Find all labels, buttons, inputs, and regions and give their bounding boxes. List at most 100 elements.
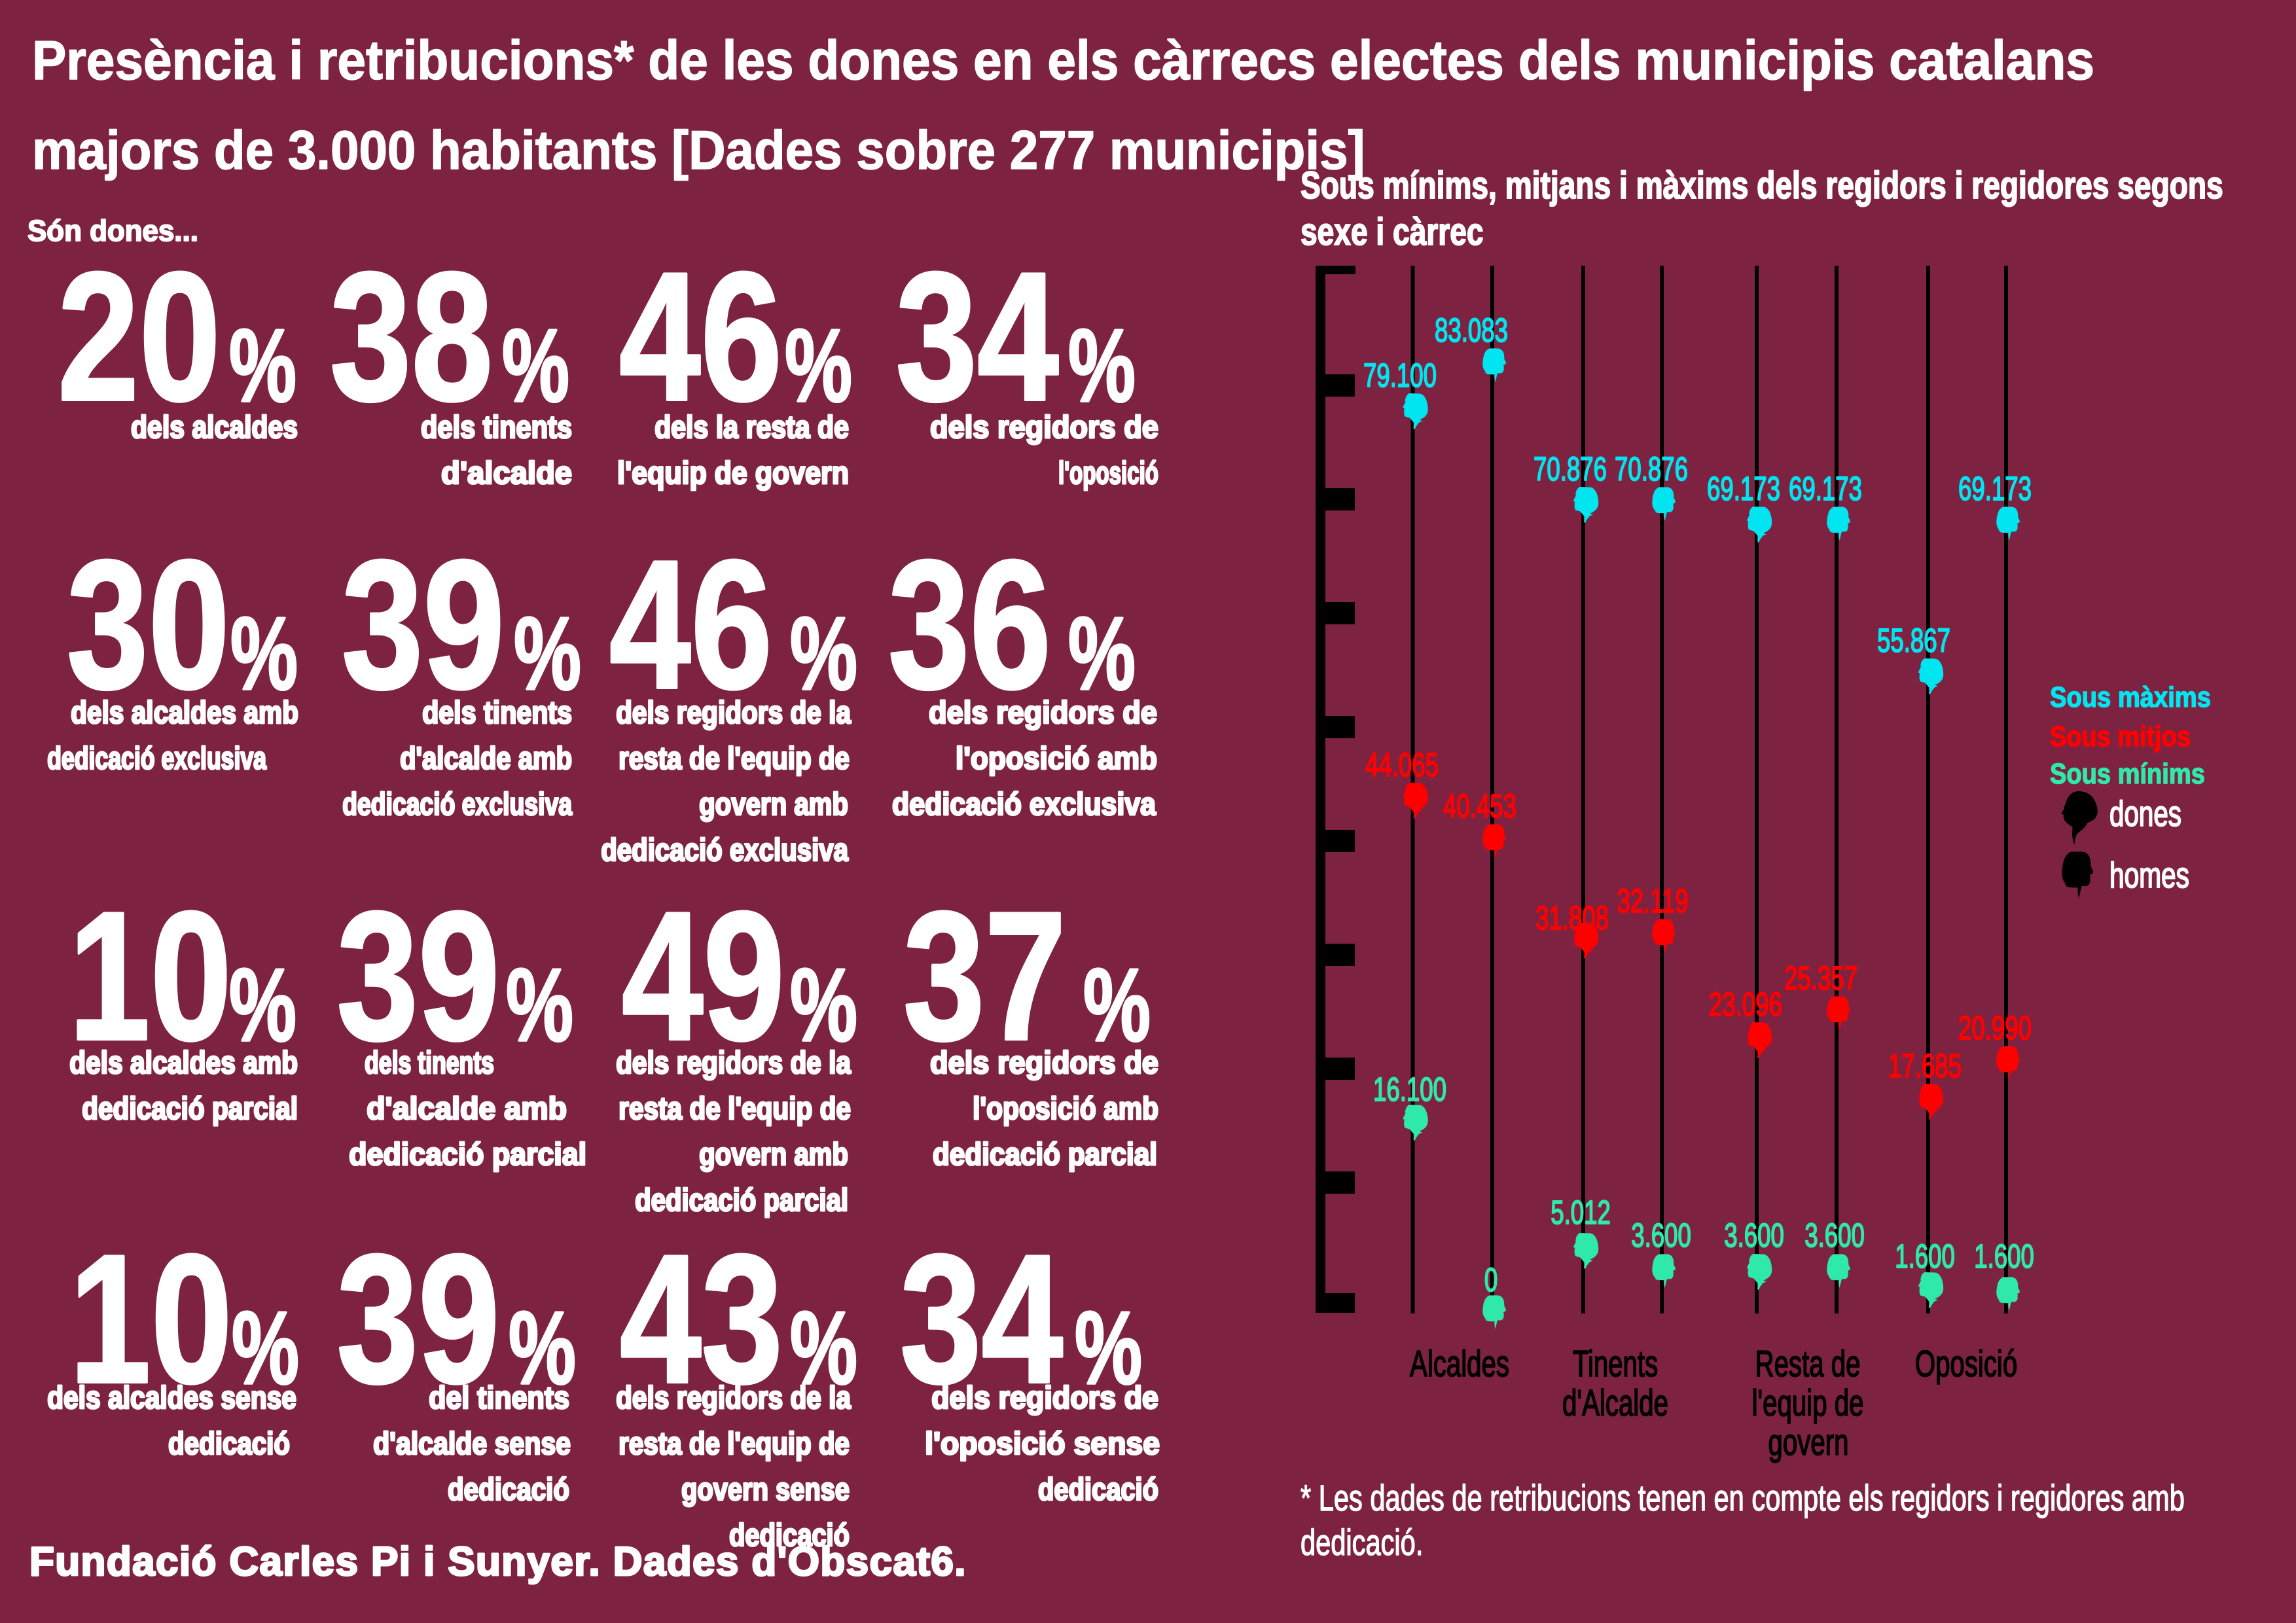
svg-text:%: % xyxy=(1068,597,1136,712)
svg-text:32.119: 32.119 xyxy=(1617,883,1688,919)
svg-text:dels alcaldes: dels alcaldes xyxy=(131,410,298,445)
svg-text:l'oposició amb: l'oposició amb xyxy=(956,740,1157,776)
svg-text:3.600: 3.600 xyxy=(1804,1217,1865,1254)
svg-text:83.083: 83.083 xyxy=(1435,312,1508,349)
svg-text:%: % xyxy=(790,948,857,1063)
svg-text:%: % xyxy=(790,1291,857,1406)
svg-text:Resta de: Resta de xyxy=(1755,1343,1861,1385)
svg-text:l'oposició: l'oposició xyxy=(1058,455,1158,491)
svg-text:dels regidors de la: dels regidors de la xyxy=(616,1381,851,1416)
svg-text:17.685: 17.685 xyxy=(1888,1048,1962,1084)
svg-text:16.100: 16.100 xyxy=(1373,1071,1446,1108)
svg-text:25.357: 25.357 xyxy=(1784,960,1857,997)
svg-text:sexe i càrrec: sexe i càrrec xyxy=(1300,211,1484,253)
svg-text:1.600: 1.600 xyxy=(1895,1238,1955,1275)
svg-text:%: % xyxy=(514,597,581,712)
svg-text:dels regidors de la: dels regidors de la xyxy=(616,696,851,730)
svg-text:l'equip de govern: l'equip de govern xyxy=(617,455,849,491)
svg-text:30: 30 xyxy=(67,522,230,727)
svg-text:dedicació exclusiva: dedicació exclusiva xyxy=(342,787,573,823)
svg-text:dedicació exclusiva: dedicació exclusiva xyxy=(601,833,848,868)
svg-text:Sous mínims, mitjans i màxims: Sous mínims, mitjans i màxims dels regid… xyxy=(1300,165,2223,207)
svg-text:%: % xyxy=(785,309,852,424)
svg-text:%: % xyxy=(1068,309,1136,424)
svg-text:homes: homes xyxy=(2109,855,2189,895)
svg-text:1.600: 1.600 xyxy=(1974,1238,2034,1275)
svg-text:govern amb: govern amb xyxy=(699,787,848,822)
svg-text:%: % xyxy=(1083,948,1151,1063)
svg-text:dels tinents: dels tinents xyxy=(365,1045,494,1080)
svg-text:69.173: 69.173 xyxy=(1789,471,1862,507)
svg-text:dedicació exclusiva: dedicació exclusiva xyxy=(892,787,1157,822)
svg-text:Sous mitjos: Sous mitjos xyxy=(2050,720,2191,752)
svg-text:%: % xyxy=(506,948,573,1063)
svg-text:40.453: 40.453 xyxy=(1443,788,1516,825)
svg-text:d'alcalde amb: d'alcalde amb xyxy=(400,741,572,776)
svg-text:34: 34 xyxy=(900,1216,1063,1421)
svg-text:55.867: 55.867 xyxy=(1877,622,1950,659)
svg-text:Alcaldes: Alcaldes xyxy=(1410,1343,1509,1385)
svg-text:23.096: 23.096 xyxy=(1709,986,1782,1023)
svg-text:dedicació parcial: dedicació parcial xyxy=(635,1183,848,1218)
svg-text:del tinents: del tinents xyxy=(429,1380,569,1416)
svg-text:0: 0 xyxy=(1484,1262,1498,1298)
svg-text:dedicació parcial: dedicació parcial xyxy=(82,1092,298,1126)
svg-text:43: 43 xyxy=(620,1216,783,1421)
svg-text:dedicació exclusiva: dedicació exclusiva xyxy=(47,741,266,776)
svg-text:dels regidors de: dels regidors de xyxy=(930,410,1158,445)
svg-text:govern sense: govern sense xyxy=(681,1472,850,1507)
svg-text:dels tinents: dels tinents xyxy=(422,696,572,730)
svg-text:5.012: 5.012 xyxy=(1551,1194,1611,1231)
svg-text:dels regidors de la: dels regidors de la xyxy=(616,1046,851,1080)
svg-text:dels regidors de: dels regidors de xyxy=(931,1380,1158,1416)
svg-text:%: % xyxy=(229,948,296,1063)
svg-text:Sous màxims: Sous màxims xyxy=(2050,681,2211,713)
svg-text:dones: dones xyxy=(2109,794,2181,834)
svg-text:44.065: 44.065 xyxy=(1365,747,1439,783)
svg-text:37: 37 xyxy=(903,873,1066,1079)
svg-text:38: 38 xyxy=(330,234,493,439)
svg-text:70.876: 70.876 xyxy=(1615,451,1688,488)
svg-text:resta de l'equip de: resta de l'equip de xyxy=(619,1427,850,1461)
svg-text:dedicació: dedicació xyxy=(729,1518,850,1553)
svg-text:dels regidors de: dels regidors de xyxy=(929,695,1157,730)
svg-text:Sous mínims: Sous mínims xyxy=(2050,757,2205,789)
svg-text:dedicació: dedicació xyxy=(1038,1472,1158,1507)
svg-text:dels regidors de: dels regidors de xyxy=(930,1045,1158,1080)
svg-text:70.876: 70.876 xyxy=(1534,451,1607,488)
svg-text:Oposició: Oposició xyxy=(1915,1343,2017,1385)
svg-text:79.100: 79.100 xyxy=(1363,357,1437,394)
svg-text:dedicació.: dedicació. xyxy=(1300,1522,1423,1563)
svg-text:Tinents: Tinents xyxy=(1573,1343,1658,1385)
svg-text:dels tinents: dels tinents xyxy=(421,409,572,445)
svg-text:* Les dades de retribucions te: * Les dades de retribucions tenen en com… xyxy=(1300,1478,2185,1518)
svg-text:3.600: 3.600 xyxy=(1631,1217,1691,1254)
svg-text:39: 39 xyxy=(336,1216,499,1421)
svg-text:d'alcalde: d'alcalde xyxy=(441,456,572,491)
svg-text:%: % xyxy=(232,1291,299,1406)
svg-text:46: 46 xyxy=(609,522,772,727)
svg-text:34: 34 xyxy=(895,234,1058,439)
svg-text:69.173: 69.173 xyxy=(1707,471,1780,507)
svg-text:dedicació parcial: dedicació parcial xyxy=(349,1137,586,1172)
svg-text:10: 10 xyxy=(69,873,232,1079)
svg-text:39: 39 xyxy=(336,873,499,1079)
svg-text:Fundació Carles Pi i Sunyer. D: Fundació Carles Pi i Sunyer. Dades d'Obs… xyxy=(29,1539,967,1584)
svg-text:20: 20 xyxy=(58,234,221,439)
svg-text:%: % xyxy=(229,309,296,424)
svg-text:31.808: 31.808 xyxy=(1535,900,1609,936)
svg-text:govern amb: govern amb xyxy=(699,1137,848,1172)
svg-text:l'equip de: l'equip de xyxy=(1752,1382,1864,1424)
svg-text:69.173: 69.173 xyxy=(1958,471,2032,507)
svg-text:3.600: 3.600 xyxy=(1724,1217,1784,1254)
svg-text:dedicació: dedicació xyxy=(448,1472,569,1507)
svg-text:d'alcalde amb: d'alcalde amb xyxy=(367,1091,567,1126)
svg-text:d'alcalde sense: d'alcalde sense xyxy=(373,1427,571,1461)
svg-text:dedicació: dedicació xyxy=(168,1427,290,1461)
svg-text:dedicació parcial: dedicació parcial xyxy=(933,1136,1157,1171)
svg-text:d'Alcalde: d'Alcalde xyxy=(1562,1382,1668,1424)
svg-text:36: 36 xyxy=(888,522,1051,727)
svg-text:39: 39 xyxy=(342,522,505,727)
svg-text:dels alcaldes amb: dels alcaldes amb xyxy=(71,696,298,730)
svg-text:Són dones...: Són dones... xyxy=(27,215,198,248)
